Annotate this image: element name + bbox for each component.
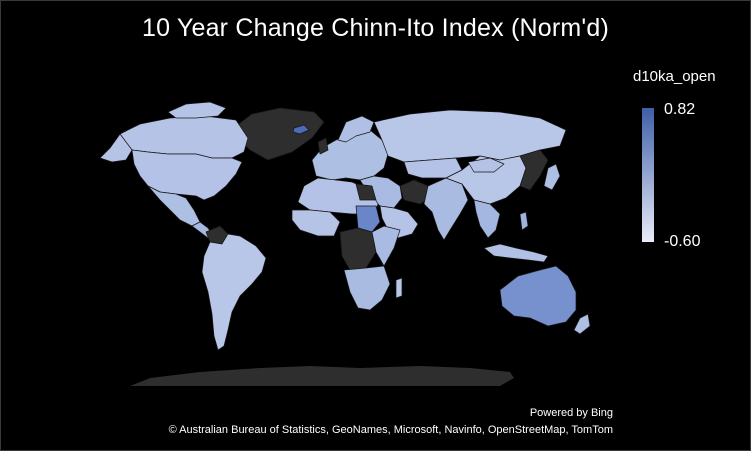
region-japan[interactable] <box>543 163 561 191</box>
legend-min-label: -0.60 <box>664 233 701 250</box>
region-new-zealand[interactable] <box>573 313 591 335</box>
region-philippines[interactable] <box>519 211 529 231</box>
legend-gradient-bar <box>642 108 654 242</box>
region-southern-africa[interactable] <box>343 265 391 311</box>
region-egypt[interactable] <box>355 183 377 201</box>
region-mongolia[interactable] <box>467 157 505 173</box>
region-australia[interactable] <box>499 265 577 327</box>
region-antarctica[interactable] <box>130 366 514 386</box>
map-title: 10 Year Change Chinn-Ito Index (Norm'd) <box>141 14 609 42</box>
region-usa[interactable] <box>131 149 243 201</box>
region-uk[interactable] <box>317 137 329 155</box>
region-scandinavia[interactable] <box>337 115 375 143</box>
legend-title: d10ka_open <box>633 68 716 85</box>
region-indonesia[interactable] <box>483 243 549 263</box>
region-west-africa[interactable] <box>291 209 341 237</box>
powered-by-label: Powered by Bing <box>529 407 613 419</box>
region-ne-asia[interactable] <box>519 149 549 191</box>
copyright-label: © Australian Bureau of Statistics, GeoNa… <box>168 424 613 436</box>
legend-max-label: 0.82 <box>664 101 696 118</box>
region-madagascar[interactable] <box>395 277 403 299</box>
region-southeast-asia[interactable] <box>473 199 501 239</box>
region-iceland[interactable] <box>292 124 310 135</box>
region-south-asia[interactable] <box>423 177 469 241</box>
region-east-africa[interactable] <box>371 225 401 267</box>
region-south-america[interactable] <box>201 233 267 351</box>
region-central-africa[interactable] <box>339 227 377 271</box>
region-greenland[interactable] <box>235 107 325 161</box>
region-arctic-islands[interactable] <box>167 101 227 119</box>
region-sudan[interactable] <box>355 205 381 233</box>
